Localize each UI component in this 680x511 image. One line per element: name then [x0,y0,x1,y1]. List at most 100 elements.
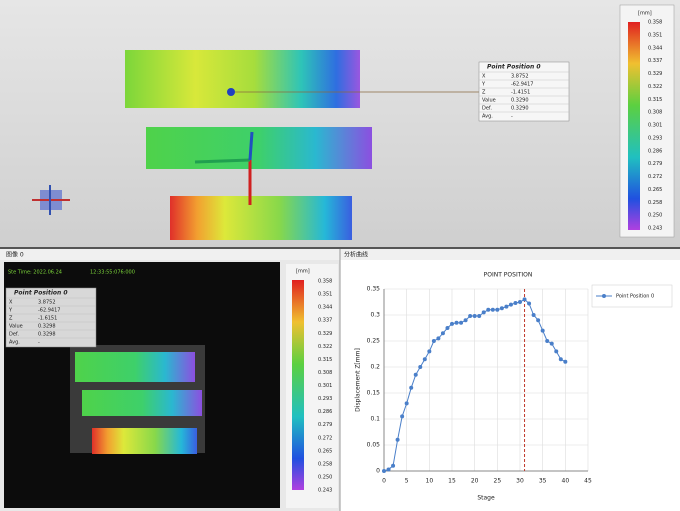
data-point [418,365,423,369]
data-point [386,467,391,472]
popup-value: 0.3290 [511,98,529,104]
specimen-strip [125,50,360,108]
scale-label: 0.243 [318,488,332,494]
data-point [427,349,432,354]
scale-label: 0.250 [648,213,662,219]
popup-key: X [9,300,13,306]
data-point [513,301,518,306]
timestamp: Ste Time: 2022.06.24 [8,270,62,276]
data-point [549,341,554,346]
data-point [508,302,513,307]
data-point [481,310,486,315]
data-point [459,320,464,325]
data-point [545,339,550,343]
scale-label: 0.258 [648,200,662,206]
data-point [554,349,559,354]
orientation-gizmo [32,185,70,215]
x-axis-label: Stage [477,495,495,502]
y-tick-label: 0.25 [367,338,381,345]
panel-header [0,249,340,260]
specimen-strip [170,196,352,240]
data-point [409,385,414,390]
x-tick-label: 35 [539,478,547,485]
data-point [527,301,532,306]
x-tick-label: 5 [405,478,409,485]
popup-value: 0.3298 [38,332,56,338]
popup-value: 0.3298 [38,324,56,330]
y-tick-label: 0.15 [367,390,381,397]
popup-key: Z [9,316,13,322]
popup-value: -1.4151 [511,90,530,96]
data-point [477,314,482,319]
y-tick-label: 0.2 [370,364,380,371]
data-point [531,313,536,317]
scale-label: 0.358 [648,20,662,26]
data-point [450,321,454,326]
data-point [472,314,477,319]
scale-label: 0.293 [648,135,662,141]
popup-value: 0.3290 [511,106,529,112]
y-tick-label: 0.05 [367,442,381,449]
popup-title: Point Position 0 [487,64,541,71]
scale-label: 0.279 [648,161,662,167]
specimen-strip [82,390,202,416]
data-point [436,336,441,341]
popup-value: -1.6151 [38,316,57,322]
popup-key: Value [9,324,23,330]
data-point [486,307,491,312]
data-point [382,469,386,473]
scale-label: 0.265 [318,448,332,454]
scale-label: 0.344 [648,45,662,51]
data-point [431,339,436,343]
scale-unit: [mm] [638,11,652,17]
scale-label: 0.279 [318,422,332,428]
scale-label: 0.329 [318,331,332,337]
y-tick-label: 0 [376,468,380,475]
clock: 12:33:55:076:000 [90,270,135,276]
scale-label: 0.308 [648,110,662,116]
scale-unit: [mm] [296,269,310,275]
data-point [558,357,563,362]
chart-title: POINT POSITION [484,272,533,279]
scale-label: 0.272 [318,435,332,441]
axis-arrow [194,158,251,164]
panel-title: 图像 0 [6,251,24,259]
x-tick-label: 0 [382,478,386,485]
scale-label: 0.344 [318,305,332,311]
data-point [404,401,409,406]
popup-value: -62.9417 [511,82,533,88]
data-point [454,320,459,325]
scale-label: 0.272 [648,174,662,180]
scale-label: 0.351 [318,292,332,298]
scale-label: 0.308 [318,370,332,376]
popup-key: Avg. [482,114,493,120]
popup-key: Avg. [9,340,20,346]
panel-title: 分析曲线 [344,251,368,259]
x-tick-label: 20 [471,478,479,485]
data-point [413,372,418,377]
x-tick-label: 15 [448,478,456,485]
y-tick-label: 0.3 [370,312,380,319]
data-point [504,304,509,309]
data-point [391,463,396,468]
popup-value: -62.9417 [38,308,60,314]
data-point [536,318,541,323]
y-tick-label: 0.35 [367,286,381,293]
scale-label: 0.301 [648,123,662,129]
x-tick-label: 10 [426,478,434,485]
scale-label: 0.250 [318,474,332,480]
y-axis-label: Displacement Z[mm] [355,348,362,412]
data-point [540,328,545,333]
specimen-strip [146,127,372,169]
data-point [395,437,400,442]
scale-label: 0.286 [648,148,662,154]
data-point [499,306,504,311]
data-point [468,314,473,319]
scale-label: 0.322 [318,344,332,350]
popup-key: Z [482,90,486,96]
popup-key: Def. [482,106,492,112]
popup-value: 3.8752 [38,300,56,306]
scale-label: 0.243 [648,226,662,232]
